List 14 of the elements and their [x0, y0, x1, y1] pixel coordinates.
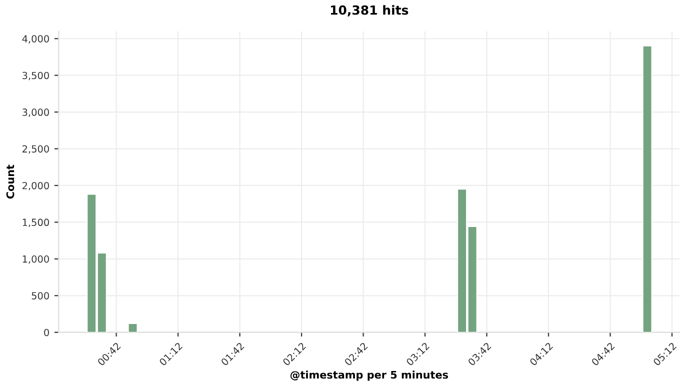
y-tick-label: 0 — [44, 328, 49, 336]
bar — [128, 323, 138, 332]
y-tick-label: 4,000 — [22, 35, 49, 44]
x-axis-title: @timestamp per 5 minutes — [290, 370, 448, 381]
y-tick-label: 2,500 — [22, 145, 49, 154]
y-axis-title: Count — [6, 164, 14, 199]
y-tick-label: 3,000 — [22, 108, 49, 117]
chart-title: 10,381 hits — [330, 5, 408, 16]
y-tick-label: 2,000 — [22, 182, 49, 190]
y-tick-label: 1,500 — [22, 218, 49, 228]
y-tick-label: 500 — [32, 292, 49, 300]
y-tick-label: 1,000 — [22, 255, 49, 264]
y-tick-label: 3,500 — [22, 72, 49, 80]
bar — [642, 46, 652, 332]
